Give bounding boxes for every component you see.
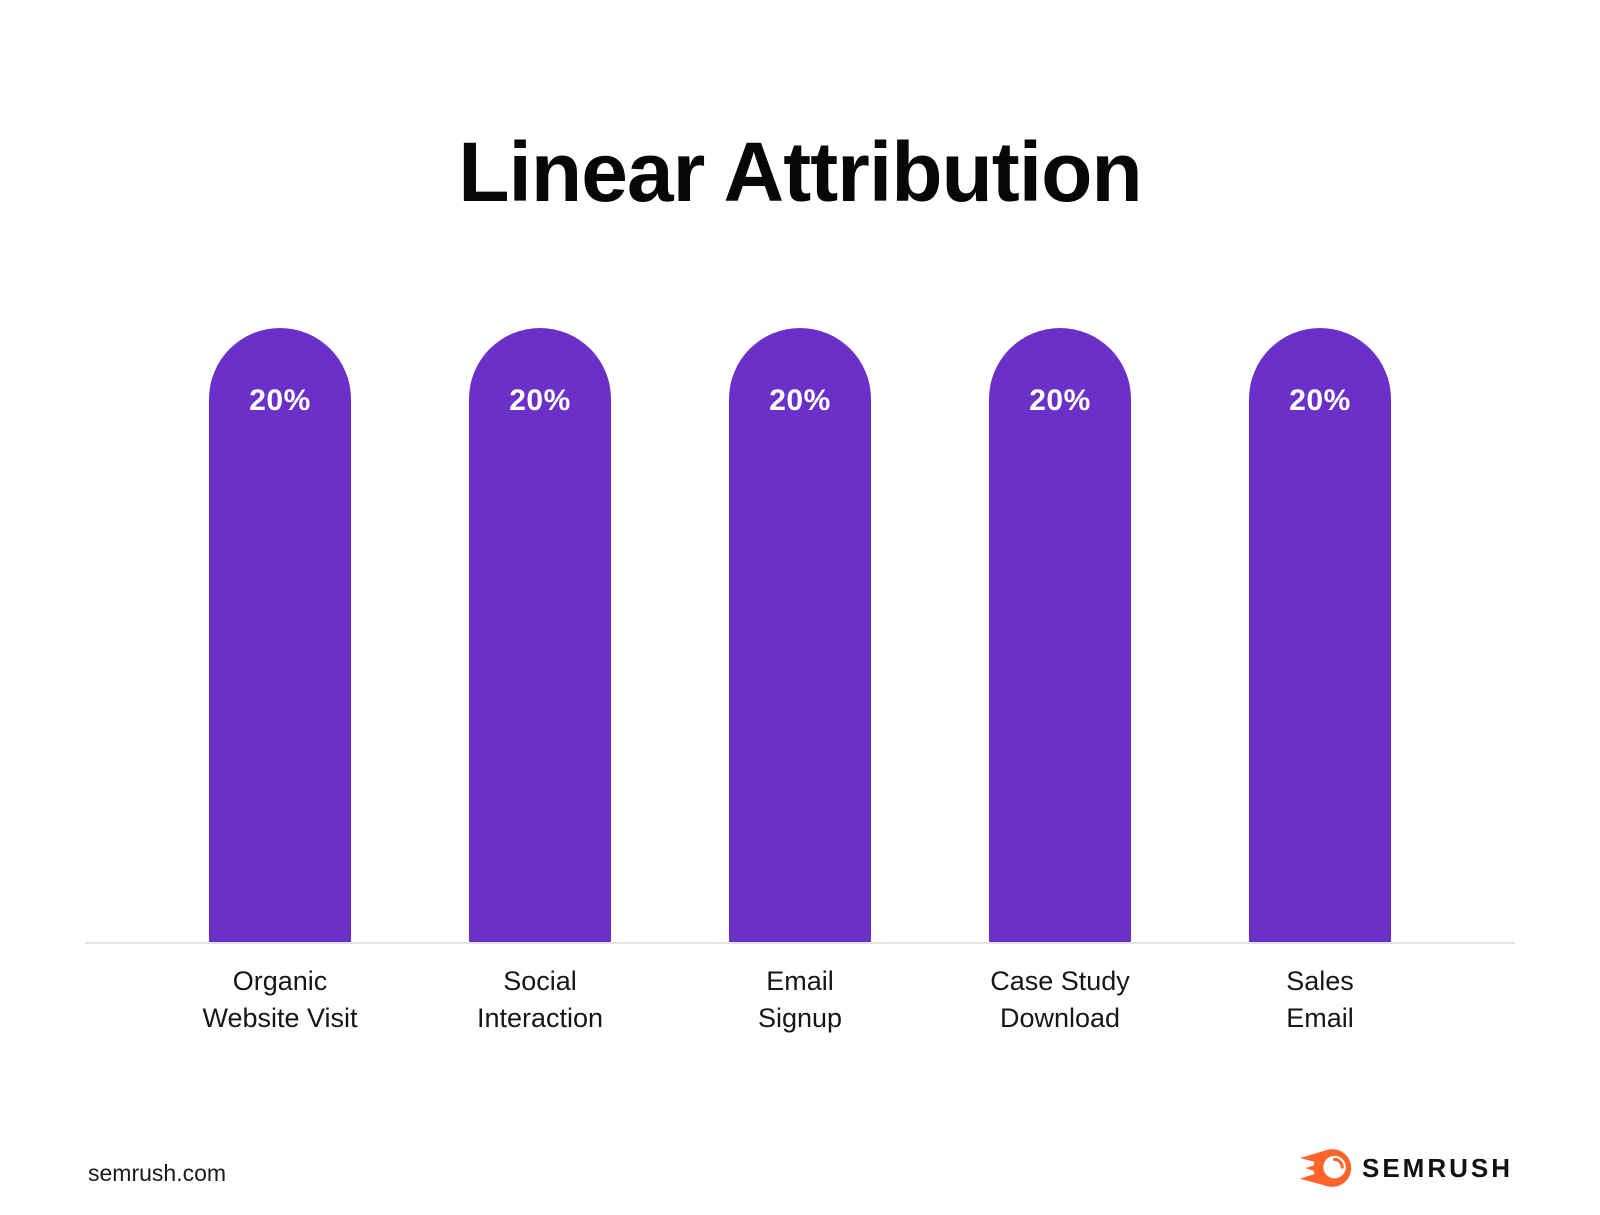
- bar-value-label: 20%: [249, 384, 311, 417]
- bar-value-label: 20%: [509, 384, 571, 417]
- label-line: Email: [766, 966, 834, 996]
- semrush-flame-icon: [1299, 1149, 1352, 1187]
- category-labels: Organic Website Visit Social Interaction…: [0, 963, 1600, 1037]
- bar-value-label: 20%: [769, 384, 831, 417]
- bar-value-label: 20%: [1289, 384, 1351, 417]
- category-label-sales-email: Sales Email: [1190, 963, 1450, 1037]
- bar-column: 20%: [670, 328, 930, 943]
- page-title: Linear Attribution: [458, 125, 1143, 220]
- label-line: Social: [503, 966, 577, 996]
- label-line: Organic: [232, 966, 328, 996]
- label-line: Download: [999, 1003, 1121, 1033]
- semrush-logo-text: SEMRUSH: [1361, 1153, 1513, 1183]
- bar-column: 20%: [1190, 328, 1450, 943]
- bar-chart: 20% 20% 20% 20% 20%: [0, 328, 1600, 943]
- bar-column: 20%: [930, 328, 1190, 943]
- category-label-organic-website-visit: Organic Website Visit: [150, 963, 410, 1037]
- label-line: Case Study: [990, 966, 1130, 996]
- bar-case-study-download: 20%: [989, 328, 1131, 943]
- bar-sales-email: 20%: [1249, 328, 1391, 943]
- category-label-social-interaction: Social Interaction: [410, 963, 670, 1037]
- category-label-case-study-download: Case Study Download: [930, 963, 1190, 1037]
- bar-column: 20%: [150, 328, 410, 943]
- bar-social-interaction: 20%: [469, 328, 611, 943]
- label-line: Website Visit: [202, 1003, 358, 1033]
- bar-column: 20%: [410, 328, 670, 943]
- x-axis-line: [85, 942, 1515, 944]
- footer-site-url: semrush.com: [88, 1160, 227, 1186]
- label-line: Signup: [757, 1003, 843, 1033]
- semrush-logo: SEMRUSH: [1299, 1146, 1513, 1190]
- bar-email-signup: 20%: [729, 328, 871, 943]
- category-label-email-signup: Email Signup: [670, 963, 930, 1037]
- bar-organic-website-visit: 20%: [209, 328, 351, 943]
- label-line: Email: [1286, 1003, 1354, 1033]
- label-line: Interaction: [476, 1003, 604, 1033]
- bar-value-label: 20%: [1029, 384, 1091, 417]
- label-line: Sales: [1286, 966, 1354, 996]
